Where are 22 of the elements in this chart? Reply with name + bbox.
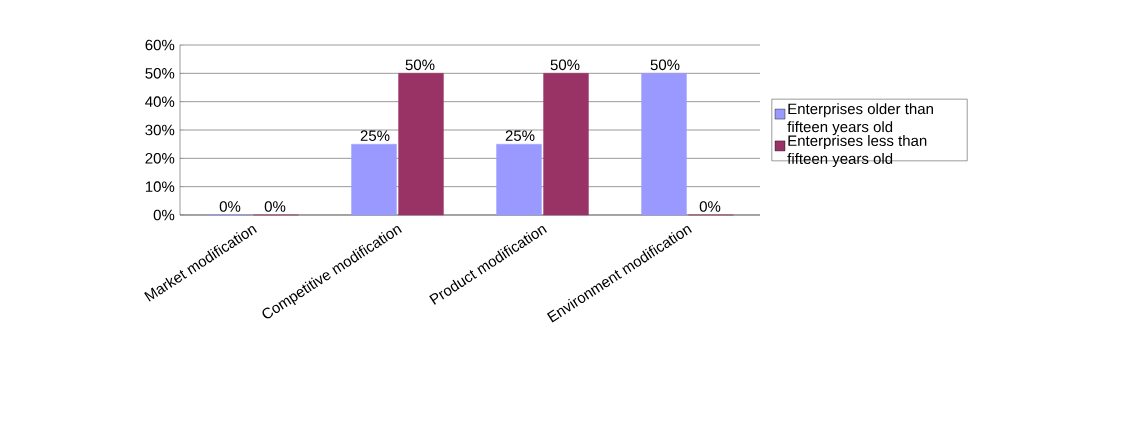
bar	[641, 73, 687, 216]
y-tick-label: 30%	[145, 124, 175, 136]
data-label: 0%	[219, 201, 241, 212]
bar	[351, 143, 397, 216]
data-label: 0%	[699, 201, 721, 212]
data-label: 25%	[505, 130, 535, 141]
data-label: 50%	[650, 59, 680, 71]
data-label: 50%	[405, 59, 435, 71]
data-label: 25%	[360, 130, 390, 141]
bar	[496, 143, 542, 216]
legend-label: Enterprises older than fifteen years old	[787, 103, 933, 136]
bar	[398, 73, 444, 216]
y-tick-label: 10%	[145, 181, 175, 192]
y-tick-label: 0%	[153, 209, 175, 221]
legend-label: Enterprises less than fifteen years old	[787, 135, 927, 167]
y-tick-label: 40%	[145, 96, 175, 107]
data-label: 0%	[264, 201, 286, 212]
y-tick-label: 60%	[145, 39, 175, 51]
data-label: 50%	[550, 59, 580, 71]
bar	[543, 73, 589, 216]
y-tick-label: 50%	[145, 68, 175, 79]
y-tick-label: 20%	[145, 153, 175, 164]
